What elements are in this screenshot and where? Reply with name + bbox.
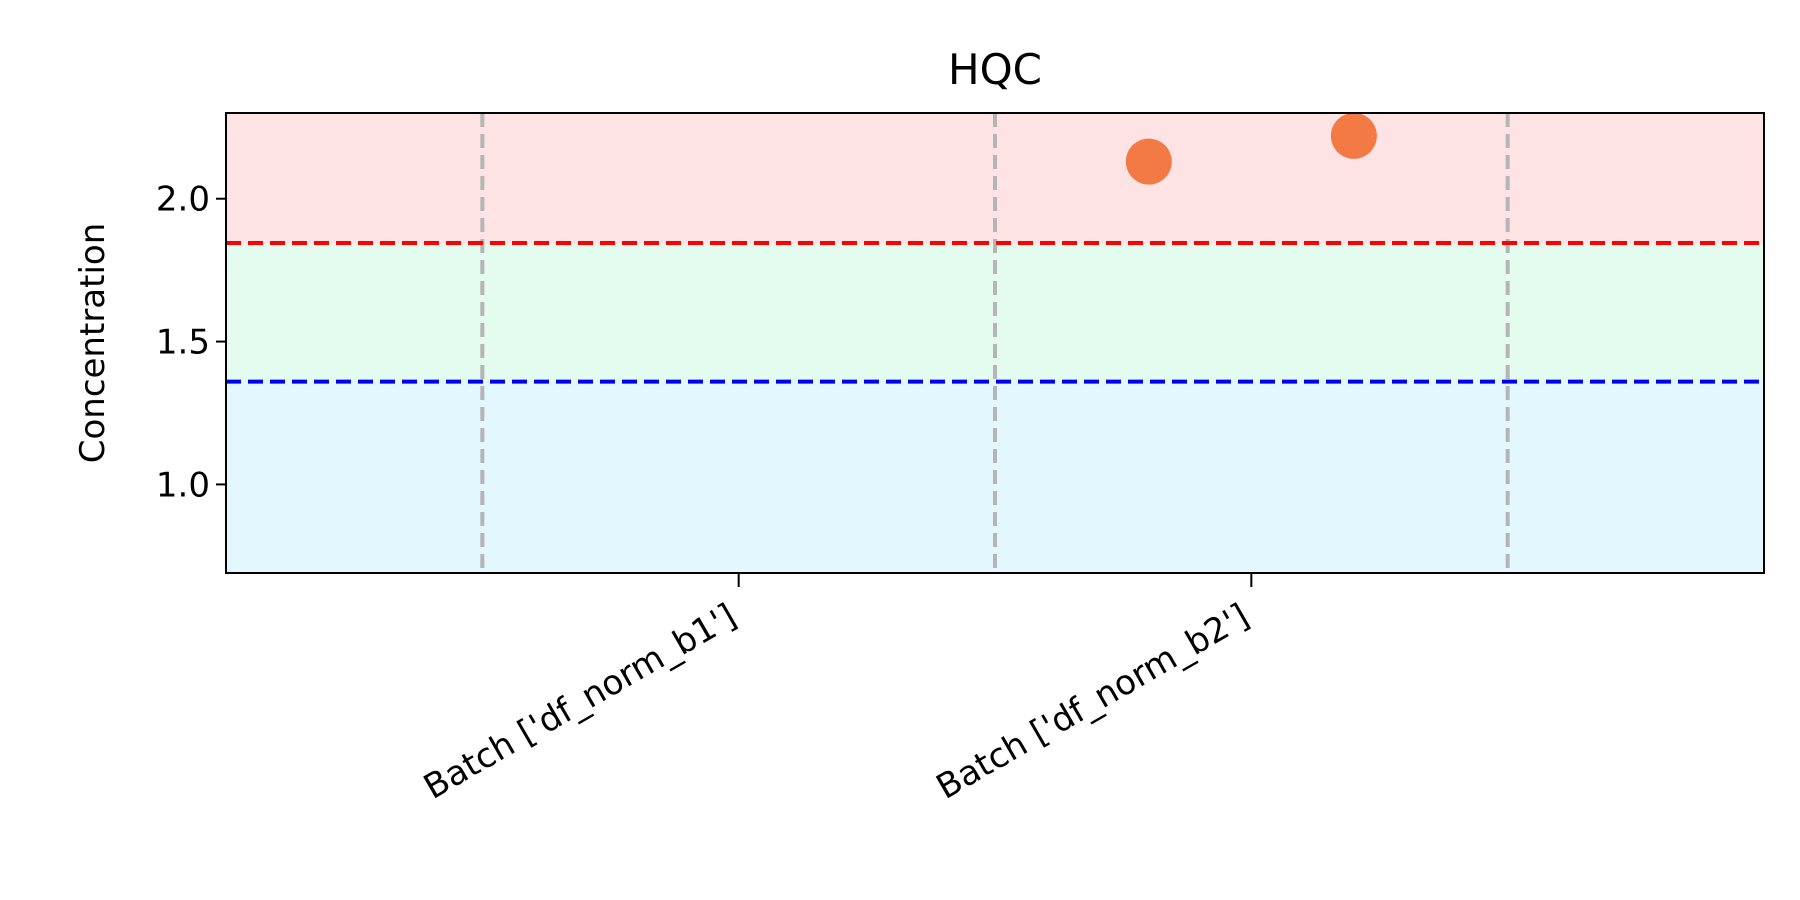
batch-separators (480, 113, 1510, 573)
x-axis-ticks: Batch ['df_norm_b1'] Batch ['df_norm_b2'] (417, 573, 1256, 807)
y-tick-label-1: 1.5 (156, 323, 210, 363)
chart-title: HQC (948, 45, 1042, 94)
x-tick-label-0: Batch ['df_norm_b1'] (417, 596, 743, 807)
plot-frame (225, 112, 1765, 574)
data-point-1 (1330, 112, 1377, 159)
y-axis-ticks: 1.0 1.5 2.0 (156, 180, 226, 505)
data-point-0 (1125, 138, 1172, 185)
y-tick-label-2: 2.0 (156, 180, 210, 220)
y-tick-label-0: 1.0 (156, 465, 210, 505)
reference-lines (226, 241, 1764, 384)
y-axis-label: Concentration (73, 223, 113, 464)
data-points (1125, 112, 1377, 185)
x-tick-label-1: Batch ['df_norm_b2'] (930, 596, 1256, 807)
